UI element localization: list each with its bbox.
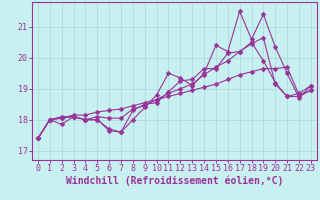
X-axis label: Windchill (Refroidissement éolien,°C): Windchill (Refroidissement éolien,°C) (66, 176, 283, 186)
